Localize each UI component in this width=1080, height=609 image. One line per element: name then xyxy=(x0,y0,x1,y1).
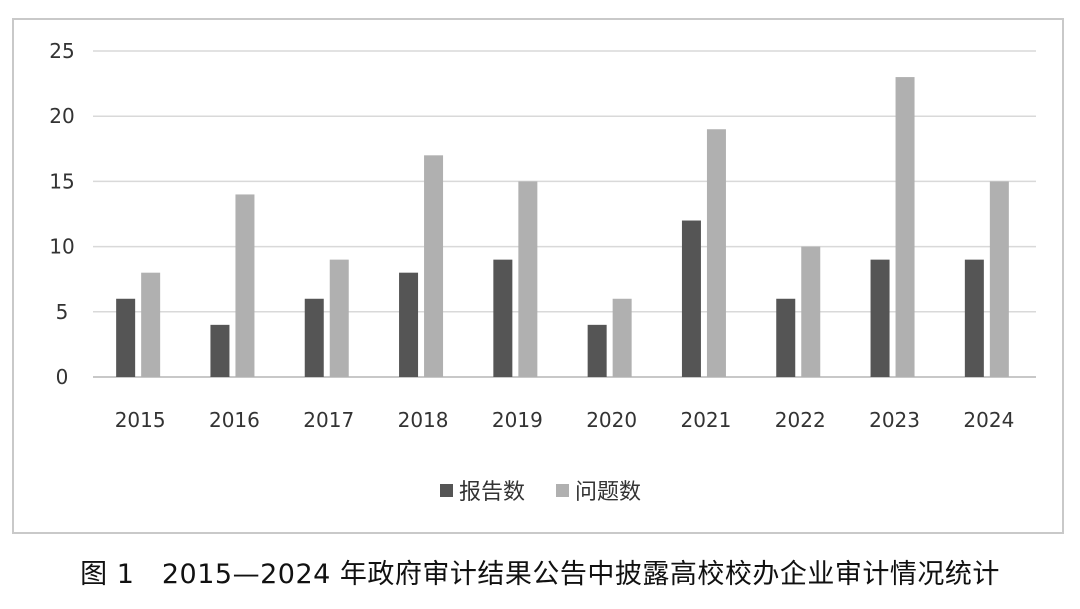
bars xyxy=(116,77,1009,377)
bar-issues-2017 xyxy=(329,259,349,377)
bar-reports-2017 xyxy=(304,298,324,377)
x-tick-label: 2023 xyxy=(869,408,920,432)
bar-issues-2020 xyxy=(612,298,632,377)
x-tick-label: 2020 xyxy=(586,408,637,432)
bar-reports-2021 xyxy=(681,220,701,377)
bar-reports-2019 xyxy=(493,259,513,377)
bar-reports-2018 xyxy=(399,272,419,377)
x-tick-label: 2016 xyxy=(209,408,260,432)
bar-issues-2021 xyxy=(706,129,726,377)
x-tick-label: 2015 xyxy=(115,408,166,432)
bar-reports-2024 xyxy=(964,259,984,377)
x-axis-ticks: 2015 2016 2017 2018 2019 2020 2021 2022 2023 2024 xyxy=(115,408,1015,432)
legend-swatch xyxy=(556,484,569,497)
bar-issues-2024 xyxy=(989,181,1009,377)
y-axis-ticks: 0 5 10 15 20 25 xyxy=(49,39,74,389)
x-tick-label: 2024 xyxy=(963,408,1014,432)
x-tick-label: 2019 xyxy=(492,408,543,432)
legend-swatch xyxy=(440,484,453,497)
figure-caption: 图 1 2015—2024 年政府审计结果公告中披露高校校办企业审计情况统计 xyxy=(80,559,1000,590)
legend-label: 报告数 xyxy=(459,480,525,505)
x-tick-label: 2022 xyxy=(775,408,826,432)
y-tick-label: 5 xyxy=(56,300,69,324)
bar-issues-2016 xyxy=(235,194,255,377)
x-tick-label: 2017 xyxy=(303,408,354,432)
bar-reports-2023 xyxy=(870,259,890,377)
x-tick-label: 2021 xyxy=(680,408,731,432)
bar-reports-2022 xyxy=(776,298,796,377)
bar-issues-2015 xyxy=(141,272,161,377)
y-tick-label: 10 xyxy=(49,235,74,259)
legend-label: 问题数 xyxy=(575,480,641,505)
legend: 报告数 问题数 xyxy=(440,480,641,505)
x-tick-label: 2018 xyxy=(398,408,449,432)
bar-reports-2016 xyxy=(210,324,230,377)
bar-issues-2022 xyxy=(801,246,821,377)
gridlines xyxy=(93,50,1036,378)
bar-issues-2019 xyxy=(518,181,538,377)
y-tick-label: 15 xyxy=(49,169,74,193)
bar-reports-2015 xyxy=(116,298,136,377)
bar-reports-2020 xyxy=(587,324,607,377)
bar-issues-2023 xyxy=(895,77,915,377)
y-tick-label: 0 xyxy=(56,365,69,389)
y-tick-label: 20 xyxy=(49,104,74,128)
bar-issues-2018 xyxy=(424,155,444,377)
y-tick-label: 25 xyxy=(49,39,74,63)
